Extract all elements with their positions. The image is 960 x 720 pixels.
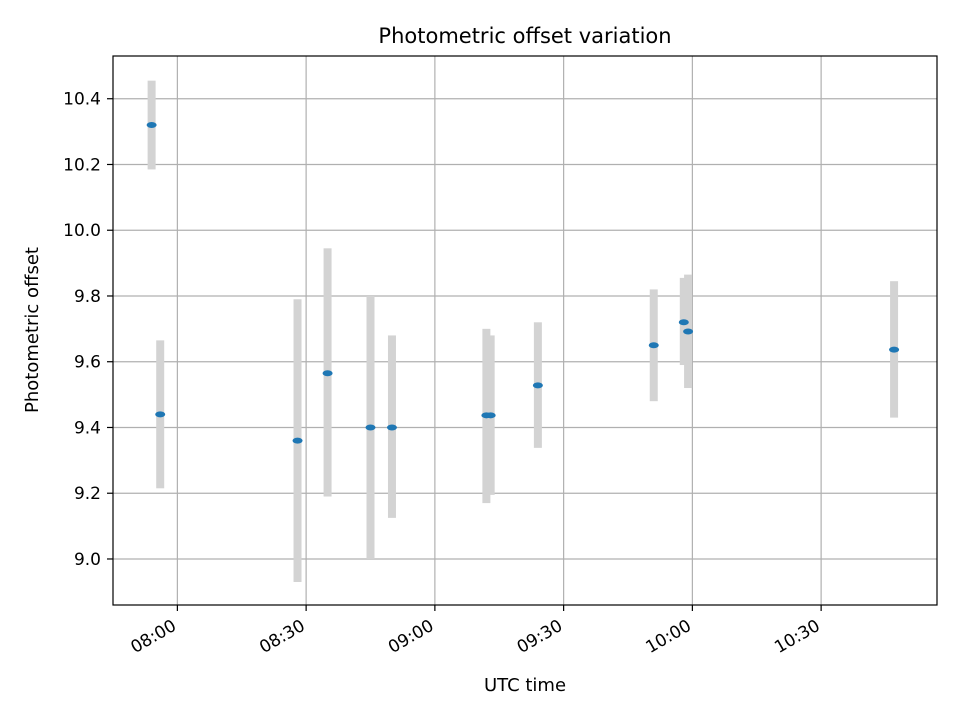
y-tick-label: 9.4 <box>74 418 101 438</box>
data-point <box>365 424 376 431</box>
y-tick-label: 9.6 <box>74 353 101 373</box>
y-axis-label: Photometric offset <box>22 247 43 413</box>
data-point <box>155 411 166 418</box>
data-point <box>292 437 303 444</box>
data-point <box>532 382 543 389</box>
y-tick-label: 10.4 <box>63 90 101 110</box>
plot-frame <box>112 55 938 606</box>
y-axis-ticks: 9.0 9.2 9.4 9.6 9.8 10.0 10.2 10.4 <box>63 90 113 570</box>
x-axis-label: UTC time <box>484 675 566 696</box>
data-point <box>683 328 694 335</box>
y-tick-label: 10.2 <box>63 155 101 175</box>
y-tick-label: 9.2 <box>74 484 101 504</box>
y-tick-label: 10.0 <box>63 221 101 241</box>
data-point <box>322 370 333 377</box>
chart-title: Photometric offset variation <box>378 24 671 48</box>
y-tick-label: 9.0 <box>74 550 101 570</box>
data-point <box>678 319 689 326</box>
data-point <box>648 342 659 349</box>
y-tick-label: 9.8 <box>74 287 101 307</box>
data-points <box>146 122 900 444</box>
data-point <box>386 424 397 431</box>
data-point <box>485 412 496 419</box>
data-point <box>889 346 900 353</box>
data-point <box>146 122 157 129</box>
